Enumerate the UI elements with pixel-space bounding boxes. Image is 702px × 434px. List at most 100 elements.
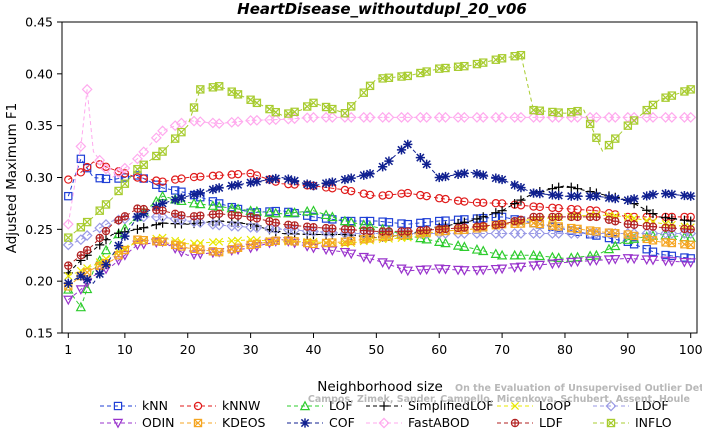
data-point: [75, 140, 87, 152]
data-point: [177, 174, 186, 183]
data-point: [610, 254, 621, 265]
data-point: [139, 160, 148, 170]
legend-swatch-marker: [379, 401, 389, 411]
data-point: [101, 200, 111, 209]
data-point: [572, 251, 583, 262]
data-point: [554, 212, 563, 222]
data-point: [421, 233, 432, 244]
legend-label: INFLO: [635, 415, 672, 430]
data-point: [509, 263, 520, 273]
data-point: [215, 237, 224, 246]
legend-label: ODIN: [142, 415, 175, 430]
data-point: [95, 233, 104, 243]
data-point: [227, 170, 236, 179]
data-point: [585, 191, 595, 201]
data-point: [139, 236, 148, 245]
data-point: [667, 238, 677, 248]
data-point: [434, 236, 445, 246]
data-point: [213, 219, 225, 231]
data-point: [365, 216, 375, 226]
data-point: [516, 183, 526, 193]
data-point: [327, 211, 338, 222]
data-point: [358, 252, 369, 263]
data-point: [158, 237, 167, 246]
x-tick-label: 70: [494, 342, 510, 357]
data-point: [478, 212, 488, 222]
data-point: [326, 111, 338, 123]
data-point: [686, 225, 695, 234]
data-point: [528, 261, 539, 272]
data-point: [120, 173, 130, 182]
data-point: [490, 264, 502, 275]
data-point: [81, 230, 93, 242]
x-tick-label: 90: [620, 342, 636, 357]
data-point: [101, 259, 111, 270]
data-point: [490, 248, 502, 258]
data-point: [177, 242, 186, 251]
data-point: [158, 206, 167, 215]
series-layer: [62, 50, 697, 312]
data-point: [271, 218, 280, 227]
data-point: [396, 145, 407, 155]
data-point: [131, 153, 143, 165]
data-point: [497, 174, 507, 185]
data-point: [479, 58, 488, 67]
data-point: [339, 247, 351, 258]
data-point: [572, 257, 583, 268]
data-point: [573, 224, 582, 234]
data-point: [113, 167, 125, 179]
data-point: [214, 199, 224, 208]
legend-label: FastABOD: [408, 415, 470, 430]
series-line: [68, 214, 691, 277]
data-point: [62, 239, 74, 251]
data-point: [289, 207, 300, 217]
data-point: [176, 214, 187, 226]
series-cof: [63, 139, 696, 288]
data-point: [214, 183, 224, 193]
legend-swatch-marker: [193, 418, 203, 428]
data-point: [686, 240, 695, 250]
data-point: [208, 197, 218, 206]
legend-swatch-marker: [299, 400, 311, 411]
data-point: [328, 104, 337, 114]
data-point: [535, 106, 545, 115]
x-tick-label: 50: [368, 342, 384, 357]
data-point: [214, 247, 224, 257]
data-point: [290, 107, 299, 117]
data-point: [340, 174, 350, 185]
legend-item-loop: LoOP: [497, 398, 571, 413]
data-point: [213, 118, 225, 130]
data-point: [384, 73, 394, 82]
x-tick-label: 80: [557, 342, 573, 357]
data-point: [472, 198, 482, 207]
x-tick-label: 20: [180, 342, 196, 357]
data-point: [152, 151, 161, 161]
data-point: [535, 212, 545, 222]
y-tick-label: 0.35: [25, 118, 53, 133]
legend-label: LDOF: [635, 398, 669, 413]
data-point: [491, 208, 501, 218]
y-tick-label: 0.40: [25, 66, 53, 81]
data-point: [497, 206, 507, 216]
data-point: [214, 82, 224, 91]
data-point: [535, 189, 545, 199]
data-point: [283, 174, 293, 184]
data-point: [648, 236, 658, 245]
data-point: [150, 132, 162, 144]
data-point: [157, 211, 169, 223]
data-point: [647, 228, 659, 239]
legend-swatch-marker: [193, 401, 203, 411]
data-point: [660, 189, 671, 199]
data-point: [384, 190, 394, 200]
data-point: [63, 278, 73, 288]
data-point: [534, 250, 546, 261]
data-point: [459, 266, 470, 276]
legend-swatch-marker: [378, 417, 390, 429]
data-point: [195, 188, 205, 198]
data-point: [609, 111, 621, 123]
data-point: [553, 258, 564, 269]
data-point: [346, 249, 357, 260]
data-point: [629, 240, 639, 249]
data-point: [679, 257, 690, 268]
data-point: [100, 163, 112, 175]
